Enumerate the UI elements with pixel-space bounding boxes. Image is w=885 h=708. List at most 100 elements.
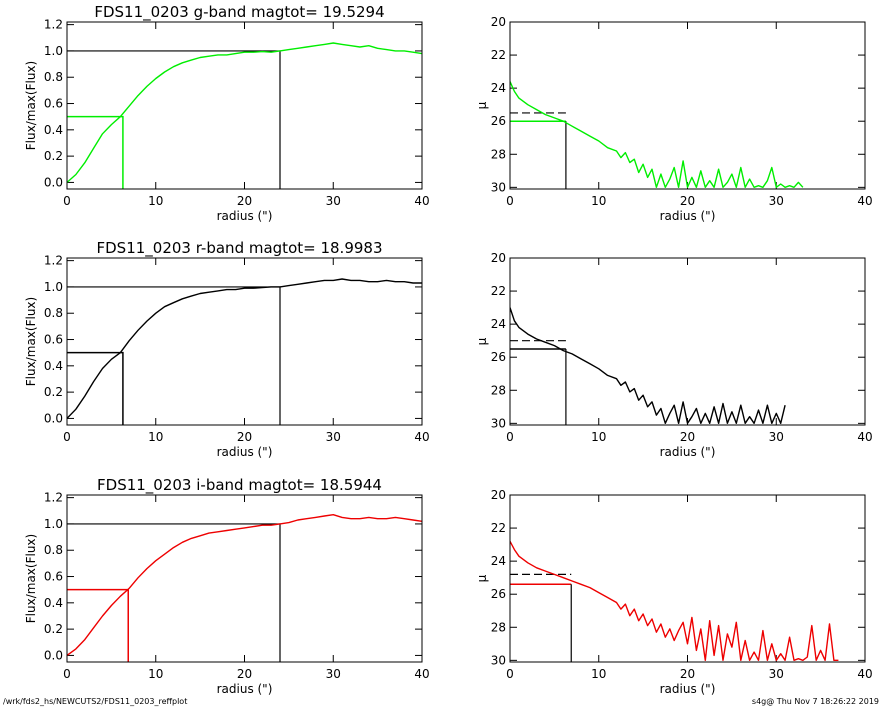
x-tick-label: 20 xyxy=(680,430,695,444)
panel-title: FDS11_0203 i-band magtot= 18.5944 xyxy=(97,476,382,495)
x-axis-label: radius (") xyxy=(217,445,273,459)
x-tick-label: 40 xyxy=(857,430,872,444)
y-tick-label: 22 xyxy=(491,284,506,298)
y-tick-label: 0.6 xyxy=(44,333,63,347)
profile-curve xyxy=(510,307,786,424)
x-tick-label: 30 xyxy=(769,667,784,681)
x-tick-label: 20 xyxy=(680,194,695,208)
x-tick-label: 10 xyxy=(591,194,606,208)
total-radius-marker xyxy=(67,50,281,189)
profile-curve xyxy=(67,42,422,183)
x-tick-label: 20 xyxy=(237,667,252,681)
x-tick-label: 40 xyxy=(857,667,872,681)
y-tick-label: 30 xyxy=(491,416,506,430)
x-tick-label: 0 xyxy=(63,667,71,681)
y-tick-label: 0.2 xyxy=(44,622,63,636)
y-tick-label: 0.0 xyxy=(44,175,63,189)
y-tick-label: 1.0 xyxy=(44,44,63,58)
x-tick-label: 0 xyxy=(506,430,514,444)
y-tick-label: 26 xyxy=(491,350,506,364)
x-tick-label: 20 xyxy=(237,194,252,208)
plot-frame xyxy=(509,257,866,426)
y-tick-label: 0.4 xyxy=(44,359,63,373)
i-band-growth-curve-panel: 0 10 20 30 40 0.0 0.2 0.4 0.6 0.8 1.0 1.2 FDS11_0203… xyxy=(24,476,430,696)
plot-frame xyxy=(509,21,866,190)
x-tick-label: 10 xyxy=(148,667,163,681)
y-tick-label: 0.8 xyxy=(44,306,63,320)
x-tick-label: 10 xyxy=(591,667,606,681)
y-tick-label: 20 xyxy=(491,251,506,265)
plot-frame xyxy=(509,494,866,663)
y-axis-label: Flux/max(Flux) xyxy=(24,534,38,623)
x-tick-label: 0 xyxy=(63,430,71,444)
profile-curve xyxy=(510,81,804,189)
y-tick-label: 24 xyxy=(491,81,506,95)
x-tick-label: 10 xyxy=(148,430,163,444)
x-tick-label: 40 xyxy=(857,194,872,208)
timestamp-footer: s4g@ Thu Nov 7 18:26:22 2019 xyxy=(751,697,879,706)
y-axis-label: μ xyxy=(475,101,489,109)
plot-frame xyxy=(66,257,423,426)
profile-curve xyxy=(67,278,422,419)
y-tick-label: 0.6 xyxy=(44,570,63,584)
y-tick-label: 20 xyxy=(491,15,506,29)
total-radius-marker xyxy=(67,523,281,662)
y-tick-label: 24 xyxy=(491,317,506,331)
profile-curve xyxy=(67,514,422,656)
half-light-radius-marker xyxy=(67,115,124,189)
y-tick-label: 1.0 xyxy=(44,517,63,531)
panel-title: FDS11_0203 g-band magtot= 19.5294 xyxy=(94,3,384,22)
y-tick-label: 28 xyxy=(491,147,506,161)
x-axis-label: radius (") xyxy=(660,682,716,696)
y-tick-label: 0.2 xyxy=(44,149,63,163)
panel-title: FDS11_0203 r-band magtot= 18.9983 xyxy=(97,239,383,258)
total-radius-marker xyxy=(67,286,281,425)
y-tick-label: 30 xyxy=(491,180,506,194)
y-axis-label: μ xyxy=(475,574,489,582)
x-tick-label: 0 xyxy=(506,667,514,681)
y-tick-label: 22 xyxy=(491,521,506,535)
x-tick-label: 30 xyxy=(769,430,784,444)
x-axis-label: radius (") xyxy=(660,445,716,459)
y-tick-label: 1.2 xyxy=(44,491,63,505)
y-tick-label: 1.0 xyxy=(44,280,63,294)
y-tick-label: 1.2 xyxy=(44,18,63,32)
half-light-radius-marker xyxy=(67,588,129,662)
x-tick-label: 20 xyxy=(237,430,252,444)
profile-curve xyxy=(510,540,839,661)
x-tick-label: 0 xyxy=(506,194,514,208)
y-tick-label: 26 xyxy=(491,114,506,128)
y-tick-label: 30 xyxy=(491,653,506,667)
x-tick-label: 40 xyxy=(414,194,429,208)
y-axis-label: Flux/max(Flux) xyxy=(24,61,38,150)
y-tick-label: 0.4 xyxy=(44,596,63,610)
y-axis-label: μ xyxy=(475,337,489,345)
y-tick-label: 0.8 xyxy=(44,543,63,557)
y-tick-label: 0.4 xyxy=(44,123,63,137)
y-tick-label: 0.0 xyxy=(44,411,63,425)
i-band-surface-brightness-panel: 0 10 20 30 40 20 22 24 26 28 30 radius (") μ xyxy=(475,488,873,696)
x-tick-label: 40 xyxy=(414,430,429,444)
r-band-surface-brightness-panel: 0 10 20 30 40 20 22 24 26 28 30 radius (") μ xyxy=(475,251,873,459)
y-tick-label: 0.6 xyxy=(44,97,63,111)
y-tick-label: 26 xyxy=(491,587,506,601)
x-tick-label: 30 xyxy=(326,194,341,208)
x-tick-label: 10 xyxy=(591,430,606,444)
y-tick-label: 28 xyxy=(491,620,506,634)
y-tick-label: 0.0 xyxy=(44,648,63,662)
x-tick-label: 20 xyxy=(680,667,695,681)
file-path-footer: /wrk/fds2_hs/NEWCUTS2/FDS11_0203_reffplo… xyxy=(3,697,188,706)
g-band-growth-curve-panel: 0 10 20 30 40 0.0 0.2 0.4 0.6 0.8 1.0 1.2 FDS11_0203… xyxy=(24,3,430,223)
y-axis-label: Flux/max(Flux) xyxy=(24,297,38,386)
y-tick-label: 1.2 xyxy=(44,254,63,268)
y-tick-label: 28 xyxy=(491,383,506,397)
x-tick-label: 40 xyxy=(414,667,429,681)
y-tick-label: 20 xyxy=(491,488,506,502)
x-axis-label: radius (") xyxy=(217,209,273,223)
y-tick-label: 22 xyxy=(491,48,506,62)
y-tick-label: 0.2 xyxy=(44,385,63,399)
r-band-growth-curve-panel: 0 10 20 30 40 0.0 0.2 0.4 0.6 0.8 1.0 1.2 FDS11_0203… xyxy=(24,239,430,459)
plot-frame xyxy=(66,494,423,663)
x-tick-label: 10 xyxy=(148,194,163,208)
